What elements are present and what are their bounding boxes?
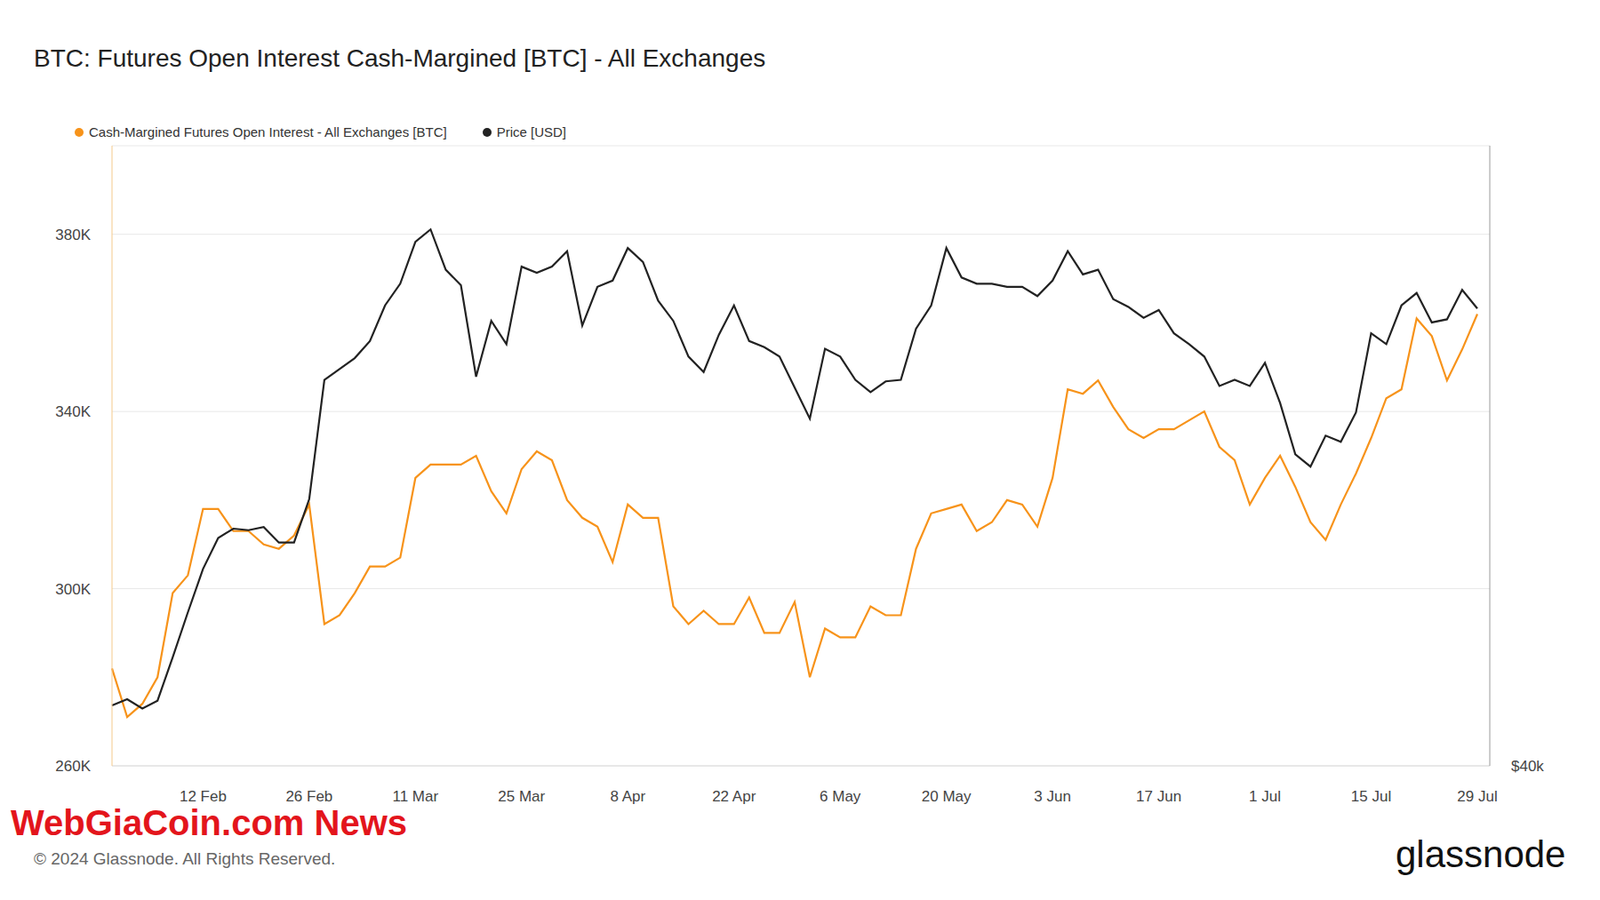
html-text:glassnode: glassnode bbox=[1395, 833, 1566, 876]
svg-text:380K: 380K bbox=[55, 226, 91, 244]
svg-text:25 Mar: 25 Mar bbox=[497, 788, 545, 806]
svg-text:12 Feb: 12 Feb bbox=[179, 788, 227, 806]
html-text:Price [USD]: Price [USD] bbox=[496, 124, 567, 140]
svg-text:11 Mar: 11 Mar bbox=[392, 788, 440, 806]
svg-text:8 Apr: 8 Apr bbox=[609, 788, 646, 806]
svg-text:6 May: 6 May bbox=[819, 788, 862, 806]
html-text:© 2024 Glassnode. All Rights R: © 2024 Glassnode. All Rights Reserved. bbox=[33, 849, 336, 869]
svg-text:3 Jun: 3 Jun bbox=[1033, 788, 1072, 806]
svg-text:17 Jun: 17 Jun bbox=[1136, 788, 1182, 806]
svg-text:340K: 340K bbox=[55, 403, 91, 421]
svg-text:29 Jul: 29 Jul bbox=[1456, 788, 1497, 806]
html-text:BTC: Futures Open Interest Cas: BTC: Futures Open Interest Cash-Margined… bbox=[33, 44, 766, 72]
svg-text:1 Jul: 1 Jul bbox=[1248, 788, 1281, 806]
svg-text:15 Jul: 15 Jul bbox=[1351, 788, 1392, 806]
svg-text:300K: 300K bbox=[55, 581, 91, 599]
svg-text:20 May: 20 May bbox=[921, 788, 972, 806]
svg-text:26 Feb: 26 Feb bbox=[285, 788, 333, 806]
html-text:WebGiaCoin.com News: WebGiaCoin.com News bbox=[10, 803, 408, 843]
svg-text:$40k: $40k bbox=[1511, 758, 1544, 776]
svg-text:260K: 260K bbox=[55, 758, 91, 776]
html-text:Cash-Margined Futures Open Int: Cash-Margined Futures Open Interest - Al… bbox=[88, 124, 447, 140]
svg-text:22 Apr: 22 Apr bbox=[712, 788, 756, 806]
